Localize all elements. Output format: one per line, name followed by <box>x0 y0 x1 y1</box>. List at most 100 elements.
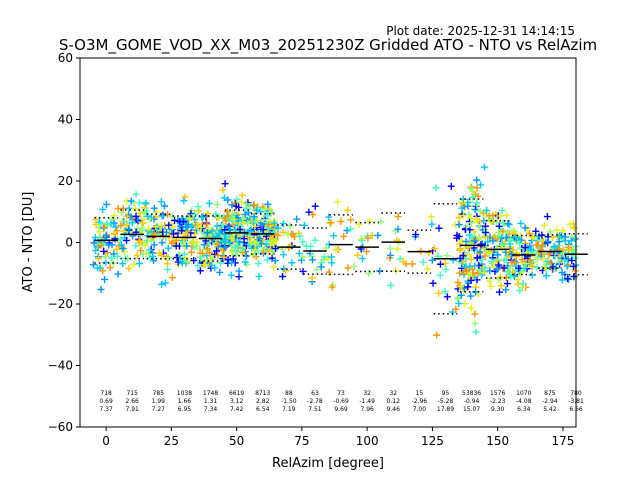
scatter-point <box>253 206 261 214</box>
scatter-point <box>332 246 340 254</box>
scatter-point <box>171 216 179 224</box>
scatter-point <box>470 237 478 245</box>
scatter-point <box>456 269 464 277</box>
scatter-point <box>386 244 394 252</box>
scatter-point <box>212 239 220 247</box>
scatter-point <box>99 205 107 213</box>
scatter-point <box>468 219 476 227</box>
scatter-point <box>477 181 485 189</box>
scatter-point <box>113 252 121 260</box>
scatter-point <box>325 268 333 276</box>
bin-stat-label: -0.94 <box>464 398 480 405</box>
scatter-point <box>432 184 440 192</box>
scatter-point <box>221 180 229 188</box>
scatter-point <box>101 253 109 261</box>
scatter-point <box>174 258 182 266</box>
scatter-point <box>533 241 541 249</box>
scatter-point <box>103 249 111 257</box>
scatter-point <box>512 252 520 260</box>
scatter-point <box>97 241 105 249</box>
scatter-point <box>250 201 258 209</box>
scatter-point <box>203 229 211 237</box>
scatter-point <box>337 217 345 225</box>
bin-stat-label: -5.28 <box>438 398 454 405</box>
scatter-point <box>436 271 444 279</box>
scatter-point <box>110 212 118 220</box>
scatter-point <box>542 260 550 268</box>
scatter-point <box>550 251 558 259</box>
bin-stat-label: -4.08 <box>516 398 532 405</box>
scatter-point <box>551 253 559 261</box>
scatter-point <box>196 253 204 261</box>
scatter-point <box>425 249 433 257</box>
scatter-point <box>532 227 540 235</box>
scatter-point <box>471 206 479 214</box>
scatter-point <box>487 216 495 224</box>
scatter-point <box>185 215 193 223</box>
scatter-point <box>507 273 515 281</box>
scatter-point <box>455 214 463 222</box>
scatter-point <box>354 251 362 259</box>
scatter-point <box>228 234 236 242</box>
scatter-point <box>132 205 140 213</box>
scatter-point <box>117 241 125 249</box>
bin-stat-label: -2.94 <box>542 398 558 405</box>
bin-stat-label: 785 <box>153 390 165 397</box>
scatter-point <box>265 248 273 256</box>
scatter-point <box>213 247 221 255</box>
scatter-point <box>226 214 234 222</box>
scatter-point <box>231 210 239 218</box>
scatter-point <box>125 264 133 272</box>
bin-stat-label: 1748 <box>203 390 218 397</box>
scatter-point <box>350 262 358 270</box>
scatter-point <box>311 202 319 210</box>
scatter-point <box>286 221 294 229</box>
bin-stat-label: -0.69 <box>333 398 349 405</box>
scatter-point <box>399 258 407 266</box>
scatter-point <box>317 263 325 271</box>
scatter-point <box>486 250 494 258</box>
scatter-point <box>138 226 146 234</box>
scatter-point <box>125 204 133 212</box>
y-tick-label: −40 <box>48 359 73 373</box>
scatter-point <box>113 246 121 254</box>
scatter-point <box>101 275 109 283</box>
scatter-point <box>212 210 220 218</box>
scatter-point <box>423 265 431 273</box>
scatter-point <box>467 255 475 263</box>
scatter-point <box>279 220 287 228</box>
scatter-point <box>565 246 573 254</box>
bin-stat-label: 2.66 <box>126 398 140 405</box>
scatter-point <box>565 275 573 283</box>
scatter-point <box>145 246 153 254</box>
scatter-point <box>255 272 263 280</box>
scatter-point <box>568 257 576 265</box>
scatter-point <box>204 225 212 233</box>
scatter-point <box>271 257 279 265</box>
scatter-point <box>142 199 150 207</box>
scatter-point <box>299 253 307 261</box>
scatter-point <box>150 204 158 212</box>
scatter-point <box>110 250 118 258</box>
scatter-point <box>455 233 463 241</box>
bin-stat-label: 32 <box>389 390 397 397</box>
scatter-point <box>525 229 533 237</box>
scatter-point <box>467 185 475 193</box>
scatter-point <box>496 212 504 220</box>
scatter-point <box>163 228 171 236</box>
scatter-point <box>208 227 216 235</box>
scatter-point <box>221 244 229 252</box>
bin-stat-label: 3.12 <box>230 398 244 405</box>
scatter-point <box>324 255 332 263</box>
scatter-point <box>198 224 206 232</box>
bin-stat-label: 9.30 <box>491 406 505 413</box>
scatter-point <box>203 220 211 228</box>
scatter-point <box>309 211 317 219</box>
scatter-point <box>465 210 473 218</box>
scatter-point <box>474 269 482 277</box>
scatter-point <box>211 250 219 258</box>
scatter-point <box>220 194 228 202</box>
scatter-point <box>125 225 133 233</box>
scatter-point <box>467 214 475 222</box>
